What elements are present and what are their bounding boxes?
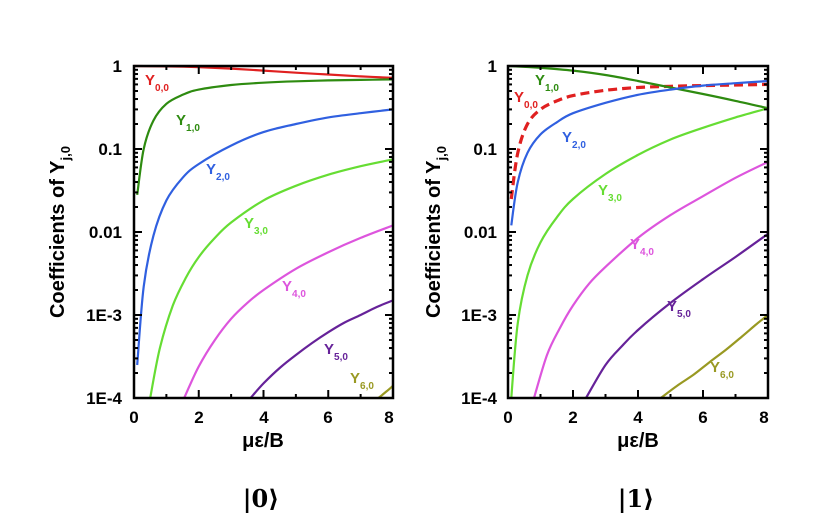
series-layer [507, 64, 769, 399]
series-sub: 0,0 [524, 100, 538, 111]
ytick-label: 1E-4 [461, 389, 497, 408]
series-sub: 5,0 [334, 352, 348, 363]
panel-label: |1⟩ [618, 484, 654, 513]
svg-text:Coefficients of Yj,0: Coefficients of Yj,0 [423, 146, 449, 318]
series-line-y-30 [149, 158, 394, 399]
series-line-y-20 [510, 79, 769, 226]
series-line-y-50 [249, 299, 394, 399]
series-sub: 1,0 [186, 123, 200, 134]
xtick-label: 0 [129, 408, 138, 427]
series-line-y-10 [136, 78, 394, 196]
series-sub: 2,0 [572, 140, 586, 151]
y-axis-title: Coefficients of Yj,0 [423, 146, 449, 318]
xtick-label: 8 [759, 408, 768, 427]
xtick-label: 6 [323, 408, 332, 427]
series-label-y50: Y5,0 [324, 341, 348, 363]
series-line-y-40 [183, 224, 394, 399]
series-label-y10: Y1,0 [535, 72, 559, 94]
series-layer [133, 64, 394, 399]
series-line-y-00 [509, 82, 769, 200]
panel-label: |0⟩ [243, 484, 279, 513]
series-line-y-20 [136, 108, 394, 366]
y-axis-title-sub: j,0 [434, 146, 449, 161]
x-axis-title: με/B [617, 430, 659, 452]
series-line-y-60 [377, 385, 394, 399]
series-label-y40: Y4,0 [630, 236, 654, 258]
xtick-label: 0 [503, 408, 512, 427]
ytick-label: 0.01 [89, 223, 122, 242]
series-line-y-50 [585, 232, 769, 399]
series-sub: 1,0 [545, 83, 559, 94]
series-label-y20: Y2,0 [206, 161, 230, 183]
ytick-label: 1 [488, 57, 497, 76]
y-axis-title-sub: j,0 [58, 146, 73, 161]
series-sub: 4,0 [640, 247, 654, 258]
xtick-label: 2 [194, 408, 203, 427]
ytick-label: 1E-3 [461, 306, 497, 325]
series-sub: 2,0 [216, 172, 230, 183]
series-label-y10: Y1,0 [176, 112, 200, 134]
ytick-label: 1E-4 [86, 389, 122, 408]
ytick-label: 0.1 [98, 140, 122, 159]
series-label-y60: Y6,0 [710, 359, 734, 381]
y-axis-title: Coefficients of Yj,0 [47, 146, 73, 318]
series-label-y60: Y6,0 [350, 370, 374, 392]
ytick-label: 0.1 [473, 140, 497, 159]
series-sub: 5,0 [677, 309, 691, 320]
panel-ket-1: 1 0.1 0.01 1E-3 1E-4 0 2 4 6 8 με/B Coef… [423, 57, 770, 513]
series-line-y-10 [507, 64, 769, 110]
series-sub: 6,0 [360, 381, 374, 392]
series-line-y-40 [532, 160, 769, 399]
xtick-label: 6 [698, 408, 707, 427]
series-label-y00: Y0,0 [145, 72, 169, 94]
series-line-y-60 [660, 314, 769, 399]
y-axis-title-main: Coefficients of Y [47, 160, 69, 318]
series-line-y-30 [510, 107, 769, 399]
series-label-y30: Y3,0 [598, 182, 622, 204]
xtick-label: 2 [568, 408, 577, 427]
xtick-label: 4 [633, 408, 643, 427]
panel-ket-0: 1 0.1 0.01 1E-3 1E-4 0 2 4 6 8 με/B Coef… [47, 57, 395, 513]
tick-layer [133, 65, 394, 399]
ytick-label: 1E-3 [86, 306, 122, 325]
ytick-label: 0.01 [464, 223, 497, 242]
series-label-y20: Y2,0 [562, 129, 586, 151]
series-label-y30: Y3,0 [244, 215, 268, 237]
series-sub: 3,0 [254, 226, 268, 237]
series-label-y40: Y4,0 [282, 278, 306, 300]
x-axis-title: με/B [242, 430, 284, 452]
ytick-label: 1 [113, 57, 122, 76]
series-label-y00: Y0,0 [514, 89, 538, 111]
svg-text:Coefficients of Yj,0: Coefficients of Yj,0 [47, 146, 73, 318]
series-sub: 3,0 [608, 193, 622, 204]
series-sub: 6,0 [720, 370, 734, 381]
xtick-label: 8 [384, 408, 393, 427]
series-label-y50: Y5,0 [667, 298, 691, 320]
series-sub: 4,0 [292, 289, 306, 300]
series-sub: 0,0 [155, 83, 169, 94]
xtick-label: 4 [259, 408, 269, 427]
y-axis-title-main: Coefficients of Y [423, 160, 445, 318]
tick-layer [507, 65, 769, 399]
